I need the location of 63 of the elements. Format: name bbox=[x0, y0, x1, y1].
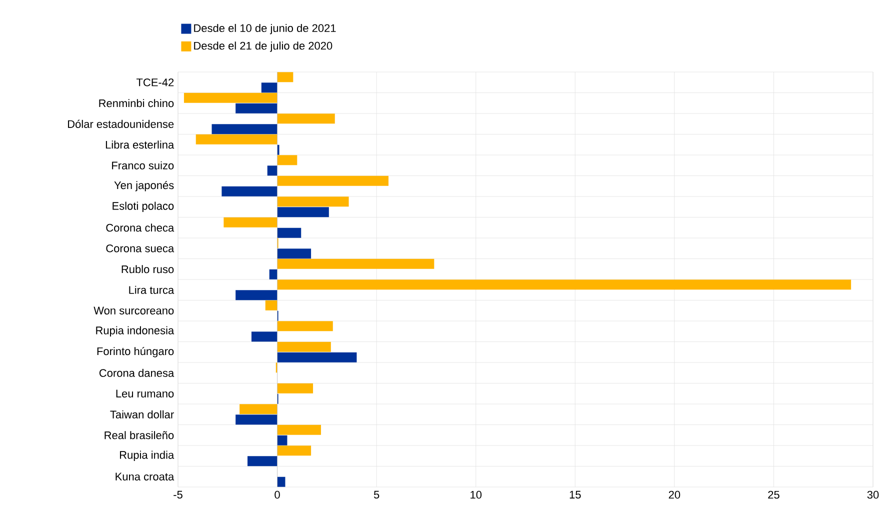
y-tick-label: Lira turca bbox=[129, 286, 174, 294]
y-tick-label: TCE-42 bbox=[136, 78, 174, 86]
y-tick-label: Corona danesa bbox=[99, 368, 174, 377]
y-tick-label: Real brasileño bbox=[104, 431, 174, 440]
x-tick-label: 5 bbox=[374, 490, 380, 499]
bar bbox=[277, 196, 349, 207]
bar bbox=[265, 300, 278, 310]
legend-label: Desde el 21 de julio de 2020 bbox=[194, 42, 332, 52]
bar bbox=[277, 176, 388, 186]
bar bbox=[277, 435, 288, 446]
y-tick-label: Rublo ruso bbox=[122, 265, 174, 274]
y-tick-label: Corona checa bbox=[106, 224, 174, 232]
bar bbox=[277, 476, 286, 487]
y-tick-label: Esloti polaco bbox=[112, 202, 174, 212]
y-tick-label: Leu rumano bbox=[116, 390, 174, 398]
y-tick-label: Won surcoreano bbox=[94, 306, 174, 314]
bar bbox=[277, 258, 434, 269]
y-tick-label: Kuna croata bbox=[116, 472, 174, 480]
bar bbox=[277, 424, 321, 435]
bar bbox=[267, 166, 278, 176]
bar bbox=[277, 248, 312, 259]
bar bbox=[236, 290, 278, 300]
bar bbox=[277, 72, 294, 82]
y-tick-label: Yen japonés bbox=[114, 180, 174, 192]
y-tick-label: Renminbi chino bbox=[99, 99, 174, 108]
x-tick-label: 30 bbox=[867, 490, 879, 499]
bar bbox=[212, 124, 278, 134]
bar bbox=[277, 114, 335, 124]
bar bbox=[277, 280, 852, 290]
bar bbox=[277, 446, 312, 456]
bar bbox=[236, 103, 278, 114]
bar bbox=[277, 342, 331, 352]
bar bbox=[236, 414, 278, 425]
y-tick-label: Corona sueca bbox=[106, 244, 174, 252]
bar bbox=[277, 321, 333, 332]
y-tick-label: Libra esterlina bbox=[106, 140, 174, 149]
bar bbox=[222, 186, 278, 196]
bar bbox=[196, 134, 278, 144]
bar bbox=[277, 383, 314, 394]
bar bbox=[248, 456, 278, 466]
x-tick-label: 20 bbox=[668, 490, 680, 499]
x-tick-label: 25 bbox=[768, 490, 780, 499]
y-tick-label: Forinto húngaro bbox=[97, 346, 174, 358]
y-tick-label: Franco suizo bbox=[112, 161, 174, 170]
bar bbox=[184, 92, 278, 103]
y-tick-label: Taiwan dollar bbox=[110, 410, 174, 418]
bar bbox=[277, 228, 302, 238]
bar bbox=[277, 207, 329, 218]
x-tick-label: -5 bbox=[174, 490, 182, 499]
bar bbox=[269, 269, 278, 280]
bar bbox=[251, 332, 278, 342]
bar bbox=[261, 82, 278, 93]
y-tick-label: Dólar estadounidense bbox=[68, 120, 174, 128]
x-tick-label: 15 bbox=[570, 490, 581, 499]
bar bbox=[277, 155, 298, 166]
x-tick-label: 10 bbox=[470, 490, 482, 499]
bar bbox=[277, 352, 357, 362]
legend-label: Desde el 10 de junio de 2021 bbox=[194, 24, 336, 34]
y-tick-label: Rupia indonesia bbox=[96, 326, 174, 336]
bar bbox=[240, 404, 278, 414]
bar bbox=[224, 217, 278, 228]
y-tick-label: Rupia india bbox=[120, 450, 174, 461]
x-tick-label: 0 bbox=[274, 490, 280, 499]
